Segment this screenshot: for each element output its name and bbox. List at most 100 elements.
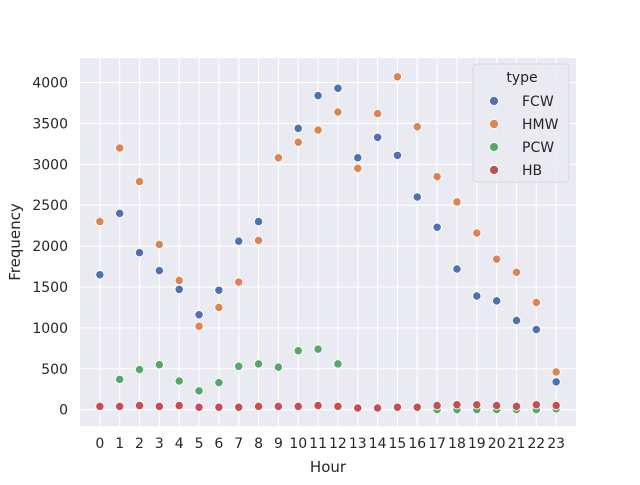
x-tick-labels: 0 1 2 3 4 5 6 7 8 9 10 11 12 13 14 15 16 17 18 19 20 21 22 23 [95,436,565,452]
legend-label: HMW [522,117,559,133]
data-point [353,163,363,174]
data-point [194,321,204,331]
y-tick-label: 2000 [32,239,68,255]
x-tick-label: 7 [234,436,243,452]
data-point [214,302,224,313]
data-point [293,346,303,356]
data-point [452,400,462,410]
x-tick-label: 12 [329,436,347,452]
data-point [214,285,224,295]
data-point [95,401,105,412]
data-point [372,108,383,119]
data-point [313,400,323,411]
legend-title: type [506,70,537,86]
grid-layer [80,58,576,426]
data-point [313,344,323,354]
x-tick-label: 0 [95,436,104,452]
data-point [174,275,184,286]
data-point [194,386,204,396]
x-tick-label: 13 [349,436,367,452]
data-point [194,402,204,412]
legend-marker [488,141,500,153]
data-point [154,401,165,412]
legend: type FCW HMW PCW HB [472,63,570,183]
data-point [234,402,244,412]
data-point [253,235,264,246]
data-point [392,72,403,82]
data-point [115,143,125,153]
x-tick-label: 18 [448,436,466,452]
data-point [313,125,323,135]
x-tick-label: 19 [468,436,486,452]
data-point [154,360,165,370]
data-point [154,239,165,250]
legend-label: PCW [522,140,554,156]
y-tick-label: 2500 [32,198,68,214]
data-point [511,315,522,326]
data-point [134,364,145,375]
data-point [214,402,224,412]
x-tick-label: 4 [175,436,184,452]
legend-box [472,63,570,183]
data-point [253,359,264,369]
data-point [491,296,502,306]
x-tick-label: 21 [508,436,526,452]
data-point [432,171,442,182]
data-point [432,400,442,411]
legend-marker [488,164,500,176]
x-tick-label: 16 [408,436,426,452]
data-point [412,192,422,202]
y-tick-label: 500 [41,362,68,378]
x-tick-label: 10 [289,436,307,452]
series-hb [95,400,561,413]
data-point [253,216,264,227]
data-point [531,400,541,410]
x-tick-label: 15 [389,436,407,452]
y-tick-label: 4000 [32,76,68,92]
data-point [472,291,482,301]
data-point [115,208,125,219]
x-tick-label: 6 [214,436,223,452]
x-tick-label: 2 [135,436,144,452]
data-point [293,401,303,412]
data-point [511,401,522,412]
data-point [452,264,462,274]
data-point [551,367,561,377]
data-point [531,324,541,335]
data-point [333,83,343,93]
data-point [134,247,145,258]
series-hmw [95,72,561,377]
data-point [353,403,363,413]
legend-item: FCW [488,94,554,110]
y-tick-label: 3000 [32,157,68,173]
data-point [412,402,422,412]
y-tick-labels: 0 500 1000 1500 2000 2500 3000 3500 4000 [32,76,68,419]
data-point [293,123,303,133]
x-tick-label: 11 [309,436,327,452]
data-point [432,222,442,232]
x-tick-label: 3 [155,436,164,452]
y-tick-label: 1000 [32,321,68,337]
data-point [115,401,125,412]
data-point [174,284,184,295]
legend-item: HMW [488,117,559,133]
x-axis-title: Hour [310,458,347,476]
y-tick-label: 1500 [32,280,68,296]
data-point [273,153,284,163]
x-tick-label: 20 [488,436,506,452]
data-point [273,362,284,372]
data-point [333,359,343,369]
data-point [134,400,145,411]
data-point [293,137,303,147]
data-point [154,265,165,276]
legend-marker [488,95,500,107]
data-point [214,378,224,388]
data-point [174,376,184,386]
data-point [511,267,522,277]
y-axis-title: Frequency [6,203,24,281]
data-point [333,107,343,117]
x-tick-label: 8 [254,436,263,452]
data-point [353,153,363,163]
legend-label: FCW [522,94,554,110]
